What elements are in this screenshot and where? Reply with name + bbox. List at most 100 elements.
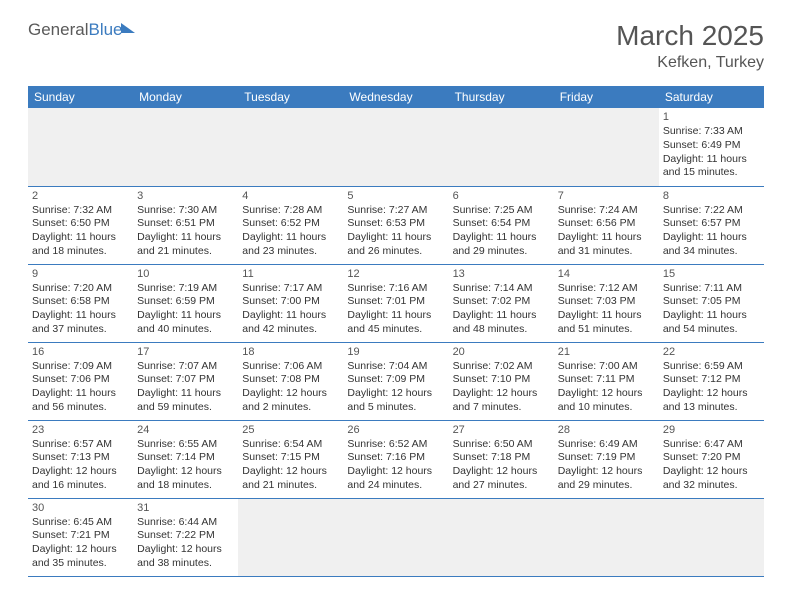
daylight-text: Daylight: 11 hours and 40 minutes. [137, 309, 234, 336]
sunset-text: Sunset: 6:53 PM [347, 217, 444, 231]
sunrise-text: Sunrise: 7:24 AM [558, 204, 655, 218]
sunset-text: Sunset: 6:54 PM [453, 217, 550, 231]
daylight-text: Daylight: 11 hours and 21 minutes. [137, 231, 234, 258]
sunset-text: Sunset: 6:52 PM [242, 217, 339, 231]
calendar-cell: 18Sunrise: 7:06 AMSunset: 7:08 PMDayligh… [238, 342, 343, 420]
daylight-text: Daylight: 12 hours and 7 minutes. [453, 387, 550, 414]
title-block: March 2025 Kefken, Turkey [616, 20, 764, 72]
calendar-cell [449, 108, 554, 186]
day-number: 6 [453, 189, 550, 203]
daylight-text: Daylight: 12 hours and 35 minutes. [32, 543, 129, 570]
day-number: 14 [558, 267, 655, 281]
sunrise-text: Sunrise: 6:57 AM [32, 438, 129, 452]
sunset-text: Sunset: 6:58 PM [32, 295, 129, 309]
day-number: 26 [347, 423, 444, 437]
calendar-cell [238, 108, 343, 186]
logo: GeneralBlue [28, 20, 135, 40]
sunrise-text: Sunrise: 6:59 AM [663, 360, 760, 374]
day-number: 15 [663, 267, 760, 281]
daylight-text: Daylight: 11 hours and 48 minutes. [453, 309, 550, 336]
weekday-header: Tuesday [238, 86, 343, 108]
calendar-week-row: 30Sunrise: 6:45 AMSunset: 7:21 PMDayligh… [28, 498, 764, 576]
day-number: 8 [663, 189, 760, 203]
sunset-text: Sunset: 7:03 PM [558, 295, 655, 309]
calendar-cell: 14Sunrise: 7:12 AMSunset: 7:03 PMDayligh… [554, 264, 659, 342]
sunset-text: Sunset: 7:22 PM [137, 529, 234, 543]
day-number: 13 [453, 267, 550, 281]
daylight-text: Daylight: 12 hours and 21 minutes. [242, 465, 339, 492]
day-number: 11 [242, 267, 339, 281]
sunset-text: Sunset: 7:15 PM [242, 451, 339, 465]
daylight-text: Daylight: 11 hours and 59 minutes. [137, 387, 234, 414]
calendar-cell: 4Sunrise: 7:28 AMSunset: 6:52 PMDaylight… [238, 186, 343, 264]
sunrise-text: Sunrise: 7:11 AM [663, 282, 760, 296]
weekday-header: Wednesday [343, 86, 448, 108]
calendar-cell: 3Sunrise: 7:30 AMSunset: 6:51 PMDaylight… [133, 186, 238, 264]
weekday-header: Friday [554, 86, 659, 108]
sunset-text: Sunset: 7:18 PM [453, 451, 550, 465]
calendar-cell: 8Sunrise: 7:22 AMSunset: 6:57 PMDaylight… [659, 186, 764, 264]
sunrise-text: Sunrise: 7:30 AM [137, 204, 234, 218]
calendar-cell: 2Sunrise: 7:32 AMSunset: 6:50 PMDaylight… [28, 186, 133, 264]
sunset-text: Sunset: 6:56 PM [558, 217, 655, 231]
day-number: 28 [558, 423, 655, 437]
calendar-cell [449, 498, 554, 576]
sunset-text: Sunset: 7:01 PM [347, 295, 444, 309]
calendar-cell: 28Sunrise: 6:49 AMSunset: 7:19 PMDayligh… [554, 420, 659, 498]
daylight-text: Daylight: 12 hours and 38 minutes. [137, 543, 234, 570]
calendar-cell: 31Sunrise: 6:44 AMSunset: 7:22 PMDayligh… [133, 498, 238, 576]
calendar-cell: 10Sunrise: 7:19 AMSunset: 6:59 PMDayligh… [133, 264, 238, 342]
sunrise-text: Sunrise: 6:52 AM [347, 438, 444, 452]
sunset-text: Sunset: 6:57 PM [663, 217, 760, 231]
calendar-week-row: 23Sunrise: 6:57 AMSunset: 7:13 PMDayligh… [28, 420, 764, 498]
daylight-text: Daylight: 12 hours and 13 minutes. [663, 387, 760, 414]
daylight-text: Daylight: 12 hours and 5 minutes. [347, 387, 444, 414]
sunset-text: Sunset: 7:10 PM [453, 373, 550, 387]
sunrise-text: Sunrise: 6:47 AM [663, 438, 760, 452]
sunset-text: Sunset: 7:21 PM [32, 529, 129, 543]
daylight-text: Daylight: 11 hours and 29 minutes. [453, 231, 550, 258]
sunrise-text: Sunrise: 7:33 AM [663, 125, 760, 139]
sunset-text: Sunset: 7:07 PM [137, 373, 234, 387]
day-number: 3 [137, 189, 234, 203]
day-number: 4 [242, 189, 339, 203]
sail-icon [121, 23, 135, 33]
sunrise-text: Sunrise: 6:50 AM [453, 438, 550, 452]
daylight-text: Daylight: 11 hours and 15 minutes. [663, 153, 760, 180]
day-number: 9 [32, 267, 129, 281]
daylight-text: Daylight: 11 hours and 26 minutes. [347, 231, 444, 258]
daylight-text: Daylight: 11 hours and 42 minutes. [242, 309, 339, 336]
calendar-week-row: 9Sunrise: 7:20 AMSunset: 6:58 PMDaylight… [28, 264, 764, 342]
month-title: March 2025 [616, 20, 764, 52]
day-number: 24 [137, 423, 234, 437]
calendar-cell [659, 498, 764, 576]
sunrise-text: Sunrise: 7:28 AM [242, 204, 339, 218]
calendar-cell [238, 498, 343, 576]
sunrise-text: Sunrise: 7:06 AM [242, 360, 339, 374]
logo-text: GeneralBlue [28, 20, 123, 40]
sunrise-text: Sunrise: 7:19 AM [137, 282, 234, 296]
location: Kefken, Turkey [616, 54, 764, 72]
sunset-text: Sunset: 6:50 PM [32, 217, 129, 231]
calendar-cell [554, 108, 659, 186]
sunset-text: Sunset: 7:08 PM [242, 373, 339, 387]
daylight-text: Daylight: 12 hours and 16 minutes. [32, 465, 129, 492]
sunset-text: Sunset: 7:09 PM [347, 373, 444, 387]
daylight-text: Daylight: 12 hours and 32 minutes. [663, 465, 760, 492]
sunrise-text: Sunrise: 7:04 AM [347, 360, 444, 374]
daylight-text: Daylight: 11 hours and 23 minutes. [242, 231, 339, 258]
sunrise-text: Sunrise: 6:55 AM [137, 438, 234, 452]
calendar-cell: 16Sunrise: 7:09 AMSunset: 7:06 PMDayligh… [28, 342, 133, 420]
day-number: 20 [453, 345, 550, 359]
daylight-text: Daylight: 11 hours and 45 minutes. [347, 309, 444, 336]
calendar-cell: 25Sunrise: 6:54 AMSunset: 7:15 PMDayligh… [238, 420, 343, 498]
calendar-cell: 1Sunrise: 7:33 AMSunset: 6:49 PMDaylight… [659, 108, 764, 186]
day-number: 12 [347, 267, 444, 281]
day-number: 27 [453, 423, 550, 437]
logo-part2: Blue [88, 20, 122, 39]
daylight-text: Daylight: 11 hours and 31 minutes. [558, 231, 655, 258]
daylight-text: Daylight: 12 hours and 29 minutes. [558, 465, 655, 492]
day-number: 1 [663, 110, 760, 124]
sunrise-text: Sunrise: 7:17 AM [242, 282, 339, 296]
sunset-text: Sunset: 7:19 PM [558, 451, 655, 465]
